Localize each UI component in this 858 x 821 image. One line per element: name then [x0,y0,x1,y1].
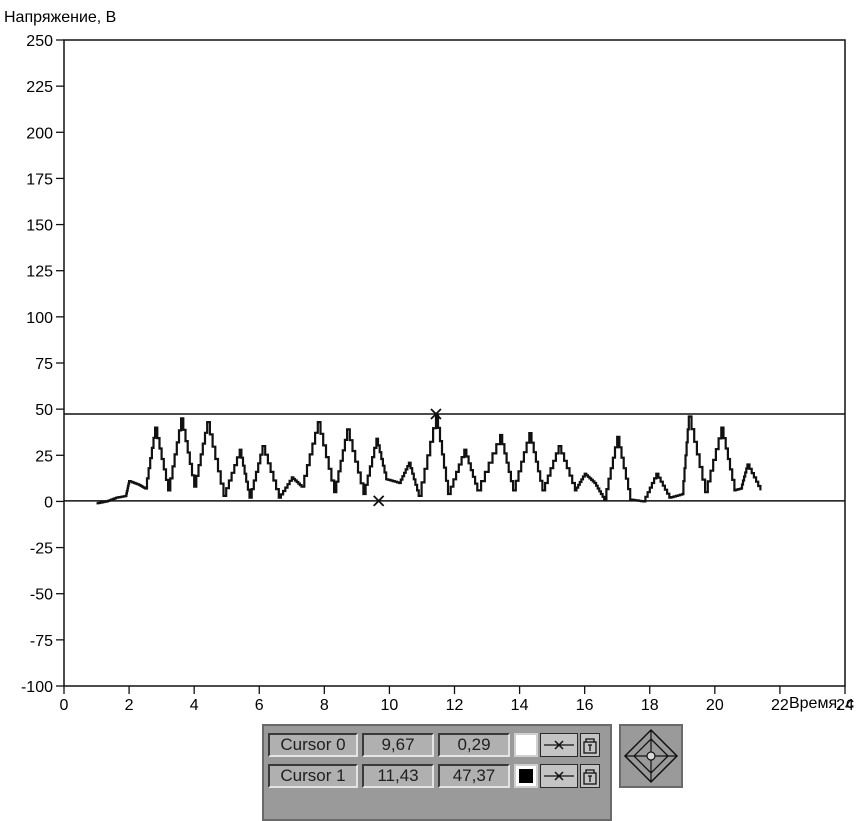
plot-frame [64,40,845,686]
x-tick-label: 10 [381,697,399,714]
cursor-markers[interactable] [374,409,441,506]
x-tick-label: 4 [190,697,199,714]
y-tick-label: 225 [26,79,53,96]
y-tick-label: -100 [21,679,53,696]
y-tick-label: 75 [35,356,53,373]
cursor-color-swatch-0[interactable] [514,733,538,757]
y-tick-label: 50 [35,402,53,419]
y-tick-label: 175 [26,171,53,188]
cursor-x-value-0[interactable]: 9,67 [362,733,434,757]
series-group [97,415,761,504]
cursor-name-1[interactable]: Cursor 1 [268,764,358,788]
cursor-lock-icon[interactable] [580,733,600,757]
x-tick-label: 16 [576,697,594,714]
x-tick-label: 6 [255,697,264,714]
x-tick-label: 24 [836,697,854,714]
y-tick-label: -25 [30,541,53,558]
y-tick-label: 25 [35,448,53,465]
y-tick-label: 200 [26,125,53,142]
cursor-panel: Cursor 0 9,67 0,29 Cursor 1 11,43 47,37 [262,724,612,821]
y-axis-title: Напряжение, В [4,9,116,26]
x-axis: 0 2 4 6 8 10 12 14 16 18 20 22 24 [60,686,854,714]
cursor-row-0: Cursor 0 9,67 0,29 [268,731,602,759]
y-tick-label: 150 [26,218,53,235]
y-tick-label: 125 [26,264,53,281]
y-tick-label: 0 [44,494,53,511]
x-tick-label: 0 [60,697,69,714]
cursor-line-x-icon[interactable] [540,733,578,757]
cursor-y-value-1[interactable]: 47,37 [438,764,510,788]
x-tick-label: 2 [125,697,134,714]
cursor-row-1: Cursor 1 11,43 47,37 [268,762,602,790]
y-tick-label: -75 [30,633,53,650]
series-line-0 [97,415,761,504]
x-tick-label: 22 [771,697,789,714]
y-tick-label: -50 [30,587,53,604]
x-tick-label: 18 [641,697,659,714]
y-axis: 2502252001751501251007550250-25-50-75-10… [21,33,64,696]
cursor-x-value-1[interactable]: 11,43 [362,764,434,788]
x-tick-label: 20 [706,697,724,714]
cursor-line-x-icon[interactable] [540,764,578,788]
cursor-y-value-0[interactable]: 0,29 [438,733,510,757]
x-tick-label: 12 [446,697,464,714]
chart: Напряжение, В Время, с 25022520017515012… [0,0,858,722]
cursor-color-swatch-1[interactable] [514,764,538,788]
cursor-navigator-diamond-icon[interactable] [619,724,683,788]
x-tick-label: 8 [320,697,329,714]
y-tick-label: 250 [26,33,53,50]
x-tick-label: 14 [511,697,529,714]
y-tick-label: 100 [26,310,53,327]
cursor-name-0[interactable]: Cursor 0 [268,733,358,757]
cursor-swatch-fill [519,769,533,783]
cursor-lock-icon[interactable] [580,764,600,788]
